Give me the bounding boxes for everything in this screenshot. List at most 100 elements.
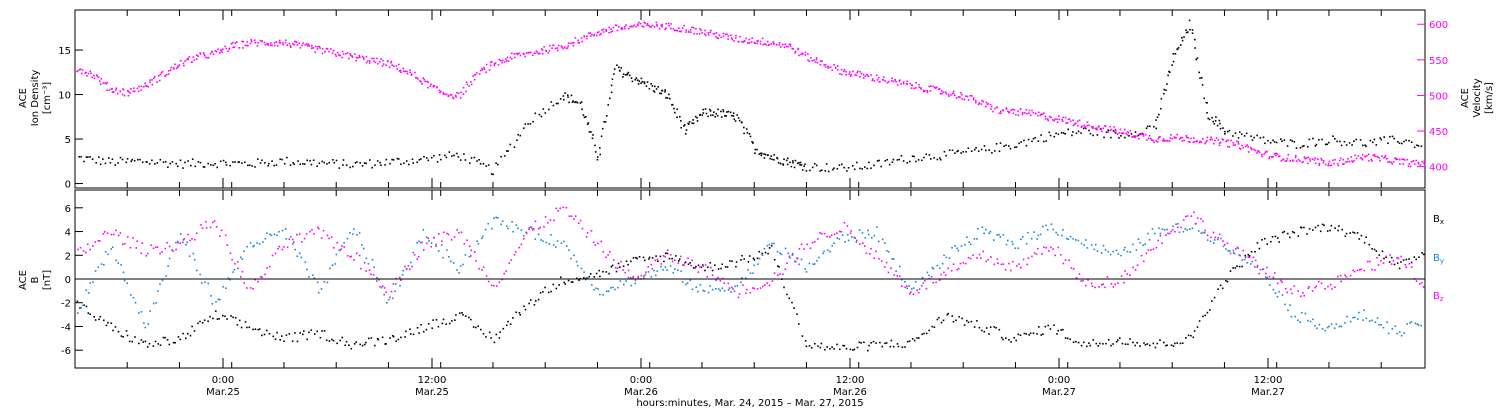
density-point: [1272, 139, 1274, 142]
bz-point: [925, 287, 928, 290]
by-point: [1227, 250, 1229, 252]
velocity-point: [144, 82, 146, 84]
velocity-point: [620, 28, 622, 30]
velocity-point: [452, 97, 455, 100]
by-point: [808, 262, 811, 265]
bx-point: [316, 330, 318, 333]
by-point: [1417, 324, 1420, 326]
velocity-point: [577, 39, 579, 42]
bx-point: [735, 265, 737, 268]
velocity-point: [906, 83, 908, 86]
by-point: [1294, 315, 1296, 318]
density-y-tick-label: 10: [58, 91, 71, 102]
density-point: [418, 159, 421, 161]
velocity-point: [1387, 161, 1389, 163]
density-point: [133, 159, 136, 162]
by-point: [1086, 247, 1089, 249]
density-point: [148, 163, 151, 165]
density-point: [1174, 53, 1177, 55]
velocity-point: [891, 77, 893, 80]
velocity-point: [328, 50, 330, 53]
density-point: [880, 165, 882, 168]
by-point: [349, 232, 351, 234]
velocity-point: [102, 82, 105, 84]
by-point: [768, 243, 771, 246]
bz-point: [277, 247, 279, 250]
bx-point: [480, 328, 482, 331]
by-point: [1272, 288, 1275, 291]
bz-point: [201, 227, 204, 229]
by-point: [1075, 239, 1077, 241]
bz-point: [1281, 281, 1283, 283]
density-point: [864, 166, 866, 168]
bx-point: [707, 266, 709, 268]
velocity-point: [1347, 158, 1349, 160]
by-point: [1391, 328, 1394, 330]
velocity-point: [1364, 155, 1366, 158]
by-point: [506, 225, 508, 227]
velocity-point: [800, 53, 802, 55]
by-point: [928, 274, 930, 277]
bz-point: [1004, 268, 1007, 271]
velocity-point: [525, 52, 528, 54]
by-point: [237, 267, 239, 270]
bz-point: [612, 259, 615, 261]
by-point: [308, 276, 310, 278]
bz-point: [493, 285, 495, 287]
by-point: [225, 287, 227, 289]
velocity-point: [342, 53, 345, 55]
density-point: [582, 114, 585, 116]
velocity-point: [470, 83, 473, 86]
density-point: [1289, 139, 1292, 141]
by-point: [365, 257, 368, 260]
velocity-point: [406, 70, 408, 73]
bz-point: [1293, 285, 1296, 287]
by-point: [165, 275, 167, 277]
density-point: [977, 150, 980, 152]
bz-point: [159, 252, 161, 255]
bz-point: [1297, 290, 1299, 292]
density-point: [1405, 139, 1407, 142]
density-point: [859, 167, 861, 170]
bx-point: [793, 307, 795, 309]
velocity-point: [79, 68, 81, 71]
velocity-point: [179, 60, 182, 62]
bz-point: [264, 273, 266, 276]
velocity-point: [1196, 140, 1198, 142]
bx-point: [1069, 338, 1071, 341]
bx-point: [906, 340, 909, 343]
velocity-point: [282, 43, 284, 46]
bz-point: [859, 243, 861, 245]
by-point: [120, 264, 122, 266]
velocity-point: [1305, 157, 1308, 159]
bx-point: [120, 335, 123, 337]
density-point: [438, 154, 441, 156]
bx-point: [831, 346, 833, 348]
bx-point: [1276, 237, 1279, 239]
velocity-point: [86, 75, 88, 77]
velocity-point: [1217, 139, 1220, 141]
velocity-point: [641, 25, 644, 27]
density-point: [643, 82, 646, 85]
bx-point: [308, 331, 310, 334]
bx-point: [770, 245, 773, 247]
velocity-point: [578, 41, 581, 44]
bx-point: [1413, 256, 1416, 258]
by-point: [363, 247, 365, 250]
bx-point: [1202, 315, 1204, 318]
by-point: [380, 286, 383, 289]
bx-point: [537, 298, 540, 301]
by-point: [87, 292, 90, 294]
density-point: [754, 152, 756, 154]
velocity-point: [1194, 140, 1196, 143]
by-point: [204, 281, 206, 283]
velocity-point: [1391, 163, 1394, 165]
velocity-point: [543, 46, 545, 48]
bx-point: [709, 262, 712, 264]
density-point: [1243, 135, 1246, 137]
by-point: [1069, 235, 1072, 238]
bz-point: [224, 234, 227, 237]
bz-point: [887, 271, 890, 274]
by-point: [749, 272, 752, 275]
density-point: [709, 110, 712, 112]
